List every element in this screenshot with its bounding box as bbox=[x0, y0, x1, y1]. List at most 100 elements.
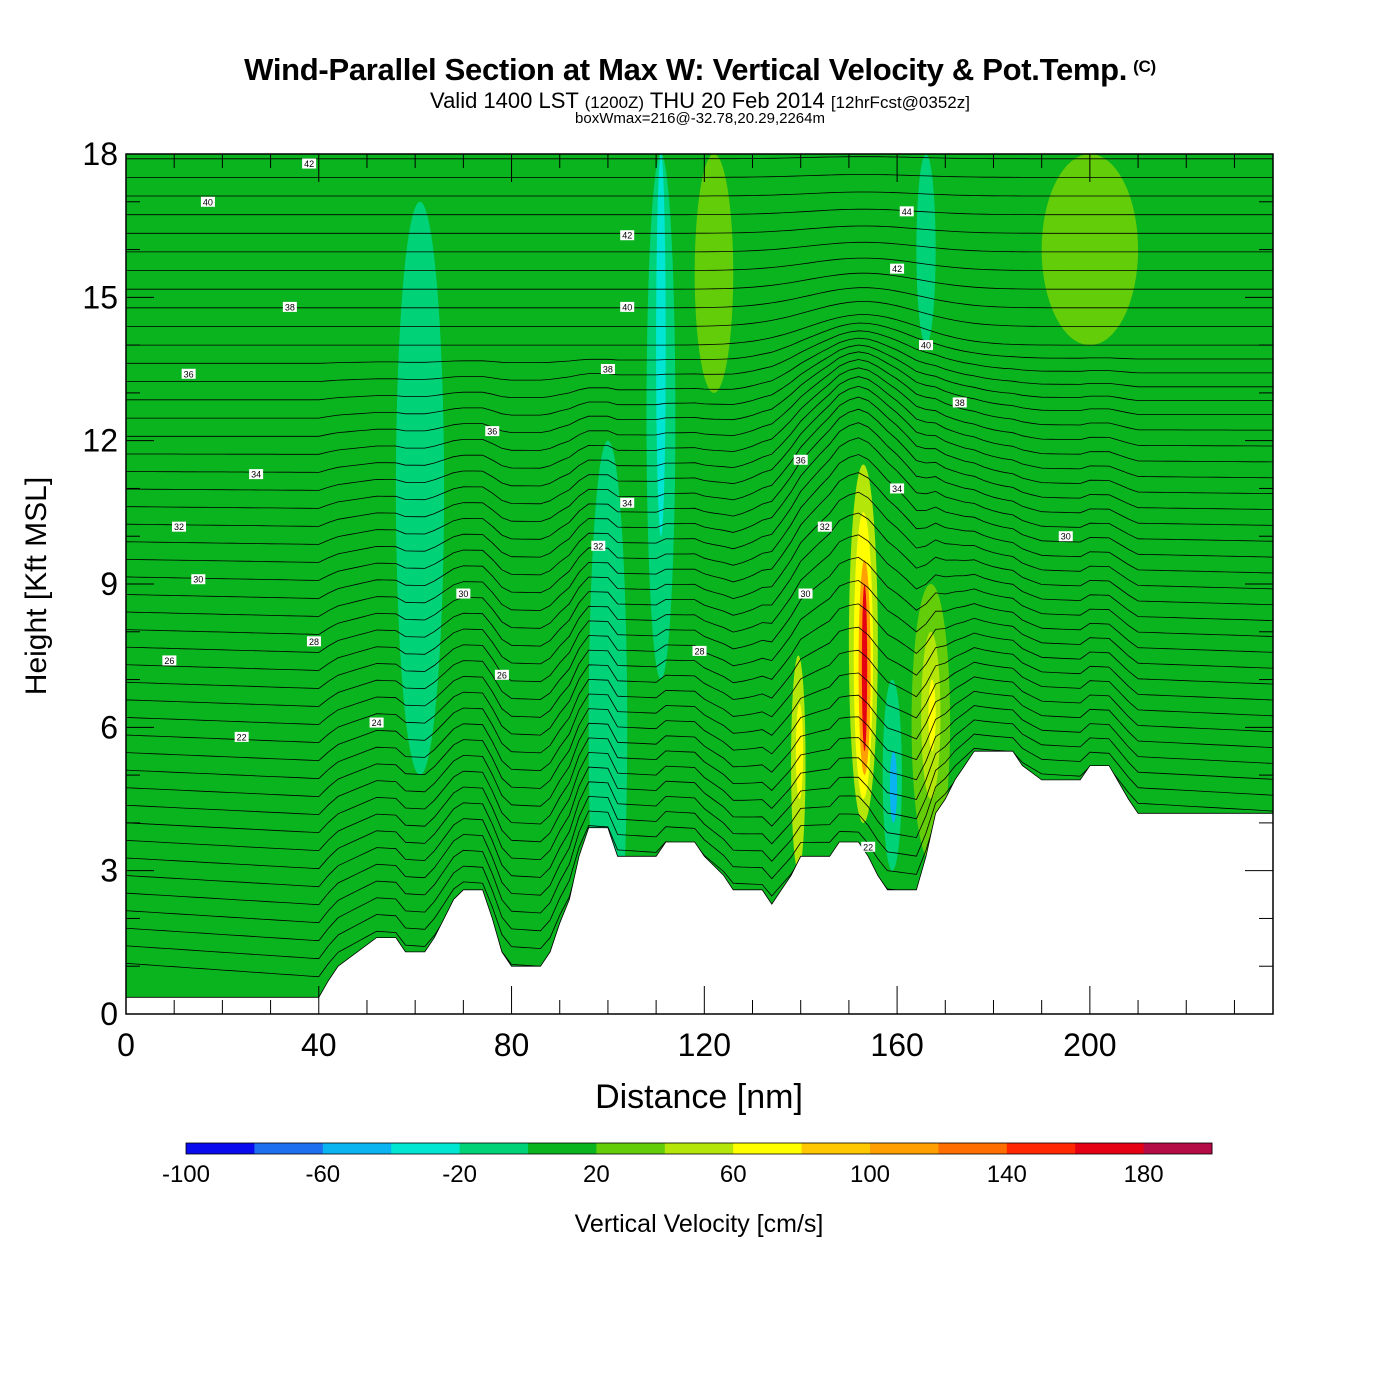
x-tick-label-0: 0 bbox=[117, 1027, 135, 1063]
theta-line-8 bbox=[126, 705, 1273, 834]
theta-line-25 bbox=[126, 396, 1273, 527]
chart-subtitle: Valid 1400 LST (1200Z) THU 20 Feb 2014 [… bbox=[0, 88, 1400, 114]
w-cell-3 bbox=[395, 201, 445, 776]
y-tick-label-3: 3 bbox=[100, 853, 118, 889]
theta-line-12 bbox=[126, 647, 1273, 762]
theta-line-10 bbox=[126, 676, 1273, 798]
colorbar-swatch-10 bbox=[870, 1143, 939, 1154]
theta-line-28 bbox=[126, 367, 1273, 473]
contour-label-3: 44 bbox=[899, 206, 914, 217]
contour-label-12: 36 bbox=[793, 454, 808, 465]
contour-label-bg bbox=[861, 841, 876, 852]
contour-label-text: 34 bbox=[622, 498, 632, 508]
y-tick-labels: 0 3 6 9 12 15 18 bbox=[82, 136, 118, 1032]
colorbar-tick-5: 100 bbox=[850, 1161, 890, 1188]
contour-label-bg bbox=[919, 340, 934, 351]
contour-label-bg bbox=[890, 263, 905, 274]
w-cell-9 bbox=[795, 703, 804, 799]
w-cell-13 bbox=[861, 584, 868, 752]
contour-label-text: 30 bbox=[801, 589, 811, 599]
y-tick-label-0: 0 bbox=[100, 996, 118, 1032]
theta-line-20 bbox=[126, 472, 1273, 617]
subtitle-utc: (1200Z) bbox=[584, 93, 645, 112]
theta-line-42 bbox=[126, 208, 1273, 216]
x-tick-label-160: 160 bbox=[870, 1027, 923, 1063]
contour-label-22: 30 bbox=[798, 588, 813, 599]
contour-label-1: 40 bbox=[200, 196, 215, 207]
x-tick-label-200: 200 bbox=[1063, 1027, 1116, 1063]
contour-label-8: 36 bbox=[181, 368, 196, 379]
contour-label-4: 42 bbox=[890, 263, 905, 274]
colorbar-swatch-3 bbox=[391, 1143, 461, 1154]
contour-label-bg bbox=[952, 397, 967, 408]
theta-line-13 bbox=[126, 626, 1273, 744]
contour-label-bg bbox=[890, 483, 905, 494]
contour-label-bg bbox=[899, 206, 914, 217]
contour-label-9: 38 bbox=[600, 364, 615, 375]
contour-label-text: 36 bbox=[184, 369, 194, 379]
potential-temperature-contours bbox=[126, 156, 1273, 978]
theta-line-40 bbox=[126, 241, 1273, 253]
colorbar-swatch-11 bbox=[938, 1143, 1008, 1154]
contour-label-bg bbox=[620, 230, 635, 241]
theta-line-45 bbox=[126, 156, 1273, 160]
terrain-surface bbox=[125, 750, 1274, 1015]
y-tick-label-12: 12 bbox=[82, 423, 118, 459]
contour-label-bg bbox=[1058, 531, 1073, 542]
colorbar-swatch-7 bbox=[664, 1143, 734, 1154]
theta-line-32 bbox=[126, 337, 1273, 401]
contour-label-bg bbox=[234, 731, 249, 742]
contour-label-bg bbox=[456, 588, 471, 599]
x-tick-label-120: 120 bbox=[678, 1027, 731, 1063]
y-tick-label-9: 9 bbox=[100, 566, 118, 602]
colorbar-outline bbox=[185, 1142, 1213, 1155]
contour-label-text: 22 bbox=[237, 732, 247, 742]
contour-label-bg bbox=[793, 454, 808, 465]
colorbar-swatch-14 bbox=[1143, 1143, 1213, 1154]
terrain-mask bbox=[125, 750, 1274, 1015]
theta-line-39 bbox=[126, 257, 1273, 271]
y-tick-label-18: 18 bbox=[82, 136, 118, 172]
colorbar-tick-1: -60 bbox=[305, 1161, 340, 1188]
contour-label-bg bbox=[620, 301, 635, 312]
x-axis-label: Distance [nm] bbox=[595, 1078, 803, 1116]
contour-label-bg bbox=[191, 574, 206, 585]
contour-label-bg bbox=[494, 669, 509, 680]
theta-line-5 bbox=[126, 747, 1273, 888]
contour-label-bg bbox=[181, 368, 196, 379]
contour-label-21: 30 bbox=[456, 588, 471, 599]
colorbar-swatch-4 bbox=[459, 1143, 529, 1154]
contour-label-bg bbox=[302, 158, 317, 169]
contour-label-bg bbox=[369, 717, 384, 728]
theta-line-41 bbox=[126, 225, 1273, 234]
contour-label-19: 32 bbox=[591, 540, 606, 551]
contour-label-text: 28 bbox=[694, 646, 704, 656]
contour-label-24: 28 bbox=[692, 645, 707, 656]
contour-label-bg bbox=[817, 521, 832, 532]
colorbar-swatch-1 bbox=[254, 1143, 324, 1154]
contour-label-text: 24 bbox=[372, 718, 382, 728]
colorbar-swatch-13 bbox=[1075, 1143, 1145, 1154]
chart-title: Wind-Parallel Section at Max W: Vertical… bbox=[244, 52, 1156, 87]
contour-label-0: 42 bbox=[302, 158, 317, 169]
theta-line-44 bbox=[126, 174, 1273, 178]
contour-label-18: 30 bbox=[1058, 531, 1073, 542]
contour-label-text: 30 bbox=[458, 589, 468, 599]
contour-label-text: 30 bbox=[1061, 532, 1071, 542]
theta-line-37 bbox=[126, 287, 1273, 309]
box-wmax-info: boxWmax=216@-32.78,20.29,2264m bbox=[575, 110, 825, 127]
theta-line-43 bbox=[126, 191, 1273, 197]
contour-label-29: 22 bbox=[861, 841, 876, 852]
contour-label-bg bbox=[798, 588, 813, 599]
contour-label-text: 36 bbox=[487, 427, 497, 437]
contour-label-text: 34 bbox=[892, 484, 902, 494]
contour-label-bg bbox=[282, 301, 297, 312]
colorbar-swatch-8 bbox=[733, 1143, 803, 1154]
copyright-mark: (C) bbox=[1133, 57, 1156, 76]
contour-label-text: 42 bbox=[892, 264, 902, 274]
contour-label-25: 26 bbox=[162, 655, 177, 666]
colorbar-tick-3: 20 bbox=[583, 1161, 610, 1188]
subtitle-forecast: [12hrFcst@0352z] bbox=[830, 93, 970, 112]
colorbar-swatch-6 bbox=[596, 1143, 666, 1154]
contour-label-text: 44 bbox=[902, 207, 912, 217]
